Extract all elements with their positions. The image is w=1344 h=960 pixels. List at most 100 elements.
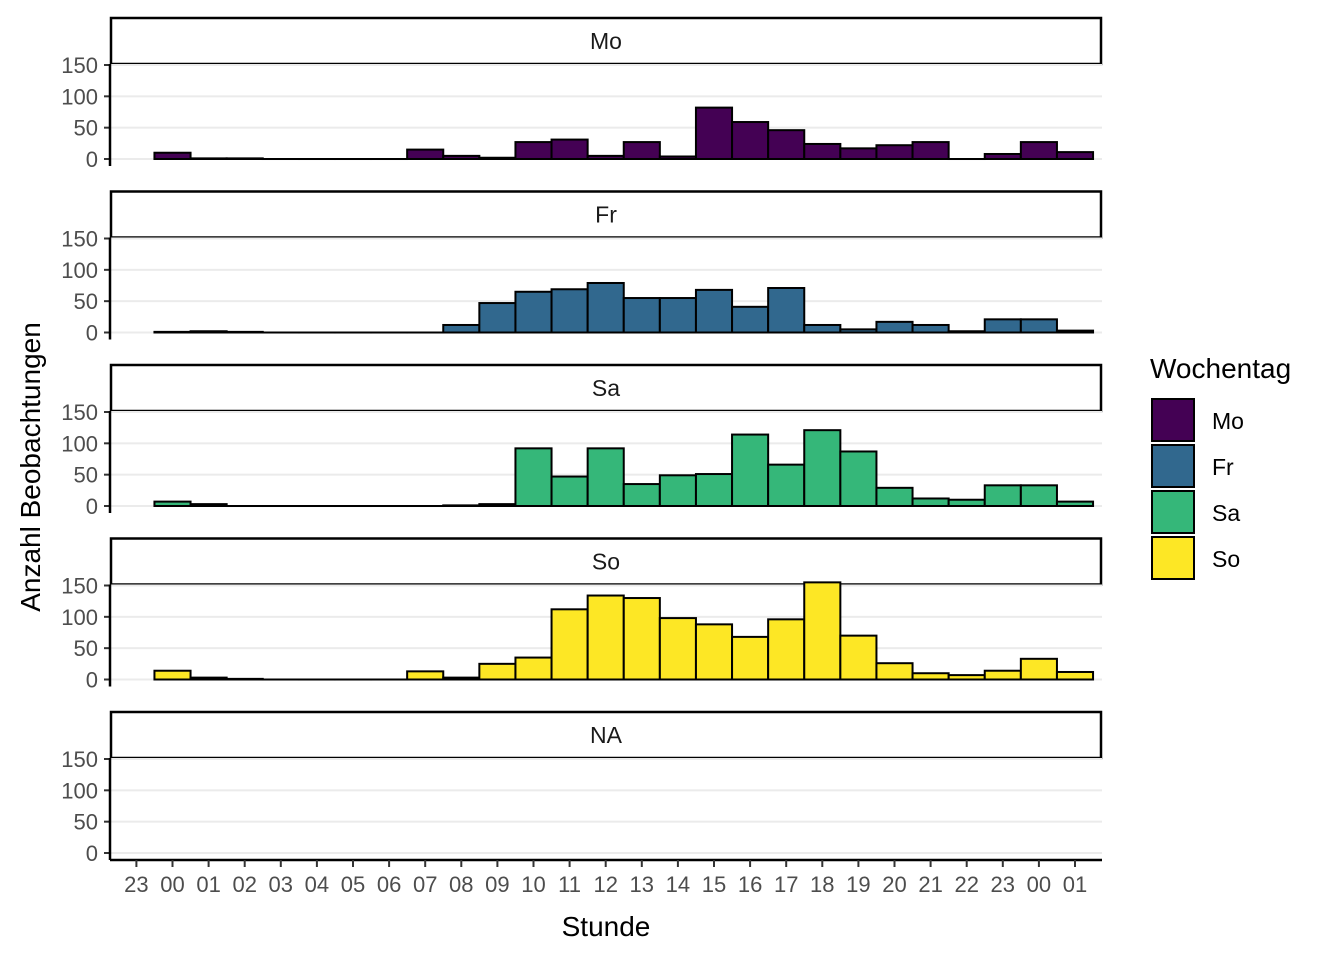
x-tick-label: 03 bbox=[269, 872, 293, 897]
y-tick-label: 150 bbox=[61, 747, 98, 772]
y-tick-label: 100 bbox=[61, 778, 98, 803]
bar bbox=[875, 662, 914, 681]
bar bbox=[442, 504, 481, 507]
bar bbox=[586, 447, 625, 508]
x-tick-label: 09 bbox=[485, 872, 509, 897]
legend-swatch bbox=[1151, 490, 1195, 534]
bar bbox=[731, 121, 770, 160]
x-tick-label: 22 bbox=[954, 872, 978, 897]
bar bbox=[622, 597, 661, 681]
bar bbox=[1019, 141, 1058, 161]
bar bbox=[225, 330, 264, 334]
bar bbox=[983, 318, 1022, 334]
bar bbox=[767, 463, 806, 508]
bar bbox=[947, 498, 986, 508]
x-tick-label: 20 bbox=[882, 872, 906, 897]
bar bbox=[478, 662, 517, 681]
bar bbox=[550, 288, 589, 334]
bar bbox=[947, 674, 986, 681]
bar bbox=[622, 141, 661, 161]
bar bbox=[189, 676, 228, 681]
y-tick-label: 50 bbox=[74, 463, 98, 488]
facet-panel-sa: Sa 0 50 100 150 bbox=[61, 363, 1103, 519]
legend-label: Mo bbox=[1212, 408, 1244, 434]
x-tick-label: 01 bbox=[1063, 872, 1087, 897]
bar bbox=[839, 634, 878, 681]
bar bbox=[983, 152, 1022, 160]
bar bbox=[839, 450, 878, 508]
facet-strip-label: Mo bbox=[590, 28, 622, 54]
facet-strip-label: So bbox=[592, 549, 620, 575]
x-tick-label: 01 bbox=[196, 872, 220, 897]
bar bbox=[1019, 484, 1058, 508]
bar bbox=[622, 483, 661, 508]
bar bbox=[1019, 318, 1058, 334]
bar bbox=[839, 147, 878, 160]
legend-items: Mo Fr Sa So bbox=[1151, 398, 1244, 580]
bar bbox=[189, 503, 228, 507]
bar bbox=[694, 106, 734, 160]
y-tick-label: 0 bbox=[86, 841, 98, 866]
bar bbox=[514, 447, 553, 508]
y-tick-label: 100 bbox=[61, 258, 98, 283]
legend-swatch bbox=[1151, 444, 1195, 488]
bar bbox=[225, 677, 264, 681]
bar bbox=[911, 141, 950, 161]
x-tick-label: 07 bbox=[413, 872, 437, 897]
facet-strip bbox=[109, 537, 1103, 586]
x-tick-label: 00 bbox=[1027, 872, 1051, 897]
legend-swatch bbox=[1151, 536, 1195, 580]
y-tick-label: 100 bbox=[61, 431, 98, 456]
y-tick-label: 150 bbox=[61, 227, 98, 252]
y-tick-label: 0 bbox=[86, 494, 98, 519]
bar bbox=[442, 154, 481, 161]
bar bbox=[658, 474, 697, 508]
x-tick-label: 06 bbox=[377, 872, 401, 897]
bar bbox=[1055, 151, 1095, 161]
legend-label: Sa bbox=[1212, 500, 1240, 526]
y-tick-label: 150 bbox=[61, 53, 98, 78]
x-tick-label: 05 bbox=[341, 872, 365, 897]
x-tick-label: 04 bbox=[305, 872, 329, 897]
bar bbox=[803, 323, 842, 334]
bar bbox=[731, 635, 770, 681]
bar bbox=[550, 608, 589, 681]
x-tick-label: 11 bbox=[558, 872, 581, 897]
bar bbox=[153, 500, 192, 508]
y-tick-label: 50 bbox=[74, 810, 98, 835]
bar bbox=[550, 475, 589, 507]
bar bbox=[911, 672, 950, 681]
bar bbox=[225, 157, 264, 161]
bar bbox=[189, 157, 228, 161]
bar bbox=[1055, 670, 1095, 681]
bar bbox=[514, 141, 553, 161]
x-tick-label: 18 bbox=[810, 872, 834, 897]
bar bbox=[478, 503, 517, 507]
bar bbox=[1055, 500, 1095, 508]
bar bbox=[658, 297, 697, 334]
y-tick-label: 100 bbox=[61, 84, 98, 109]
facet-strip bbox=[109, 363, 1103, 413]
facet-panel-mo: Mo 0 50 100 150 bbox=[61, 16, 1103, 172]
bar bbox=[694, 288, 734, 334]
bar bbox=[153, 669, 192, 681]
x-tick-label: 02 bbox=[232, 872, 256, 897]
bar bbox=[153, 151, 192, 161]
bar bbox=[586, 594, 625, 681]
bar bbox=[875, 320, 914, 334]
bar bbox=[586, 281, 625, 334]
x-tick-label: 16 bbox=[738, 872, 762, 897]
x-tick-label: 10 bbox=[521, 872, 545, 897]
legend-swatch bbox=[1151, 398, 1195, 442]
bar bbox=[803, 142, 842, 161]
bar bbox=[911, 497, 950, 508]
bar bbox=[767, 129, 806, 161]
bar bbox=[767, 618, 806, 681]
x-tick-label: 08 bbox=[449, 872, 473, 897]
legend-label: So bbox=[1212, 546, 1240, 572]
facet-strip-label: Fr bbox=[595, 202, 617, 228]
x-tick-label: 23 bbox=[991, 872, 1015, 897]
y-tick-label: 50 bbox=[74, 636, 98, 661]
x-axis: 23 00 01 02 03 04 05 06 07 08 09 10 11 12 13 14 15 16 17 18… bbox=[110, 858, 1102, 897]
